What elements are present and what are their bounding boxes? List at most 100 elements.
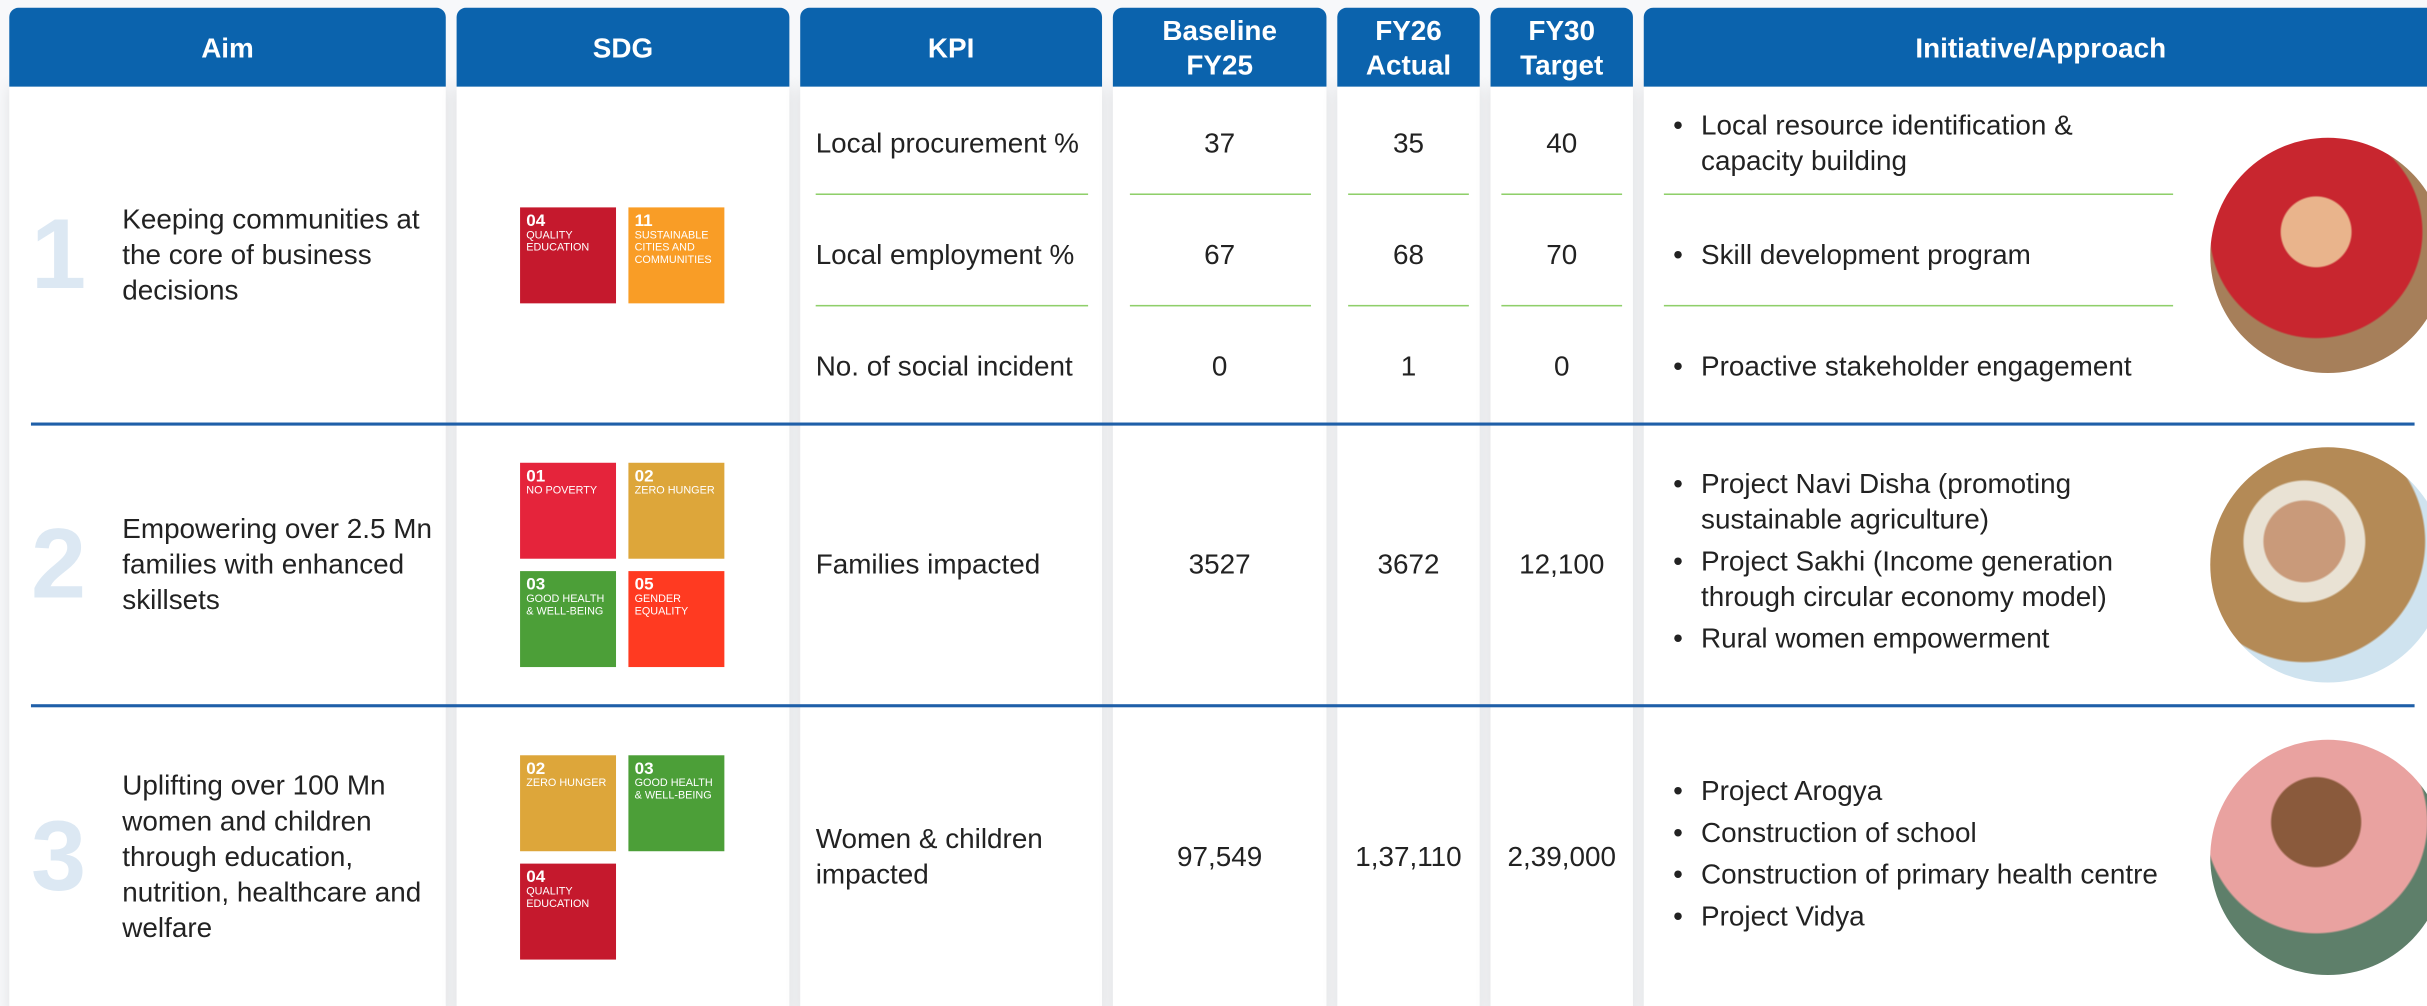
kpi-value: 3672 — [1377, 548, 1440, 580]
header-text: SDG — [592, 31, 654, 63]
sdg-tile: 04 QUALITY EDUCATION — [520, 862, 617, 959]
column-header: FY30 Target — [1490, 7, 1633, 87]
kpi-value: 97,549 — [1177, 840, 1263, 872]
list: Proactive stakeholder engagement — [1664, 349, 2159, 385]
column-header: Baseline FY25 — [1112, 7, 1327, 87]
initiative-list: Local resource identification & capacity… — [1664, 108, 2159, 179]
row-number: 3 — [30, 799, 87, 911]
initiative: Construction of school — [1664, 815, 2159, 851]
aim-text: Uplifting over 100 Mn women and children… — [122, 769, 422, 943]
kpi-value: 68 — [1392, 239, 1425, 271]
sdg-tile: 02 ZERO HUNGER — [520, 754, 617, 851]
kpi-divider — [1501, 304, 1623, 307]
kpi-divider — [1663, 304, 2174, 307]
sdg-label: QUALITY EDUCATION — [526, 886, 590, 910]
sdg-tile: 03 GOOD HEALTH & WELL-BEING — [520, 571, 617, 668]
sdg-code: 05 — [634, 575, 654, 595]
column-body — [456, 86, 790, 1006]
kpi-name: Families impacted — [815, 548, 1041, 580]
kpi-divider — [1129, 304, 1311, 307]
initiative: Skill development program — [1664, 238, 2159, 274]
sdg-code: 01 — [526, 467, 546, 486]
list: Skill development program — [1664, 238, 2159, 274]
kpi-divider — [1663, 193, 2174, 196]
column-header: FY26 Actual — [1337, 7, 1480, 87]
initiative-list: Skill development program — [1664, 238, 2159, 274]
kpi-divider — [1129, 193, 1311, 196]
kpi-value: 0 — [1553, 350, 1570, 382]
header-text: Initiative/Approach — [1915, 31, 2167, 63]
kpi-divider — [815, 304, 1089, 307]
initiative: Project Navi Disha (promoting sustainabl… — [1664, 467, 2159, 538]
sdg-label: ZERO HUNGER — [526, 777, 607, 789]
aim-text: Keeping communities at the core of busin… — [122, 203, 420, 306]
list: Project Navi Disha (promoting sustainabl… — [1664, 467, 2159, 657]
kpi-name: Women & children impacted — [815, 822, 1043, 890]
sdg-code: 11 — [634, 212, 653, 231]
sdg-tile: 01 NO POVERTY — [520, 462, 617, 559]
header-text: KPI — [927, 31, 975, 63]
column-header: Aim — [9, 7, 446, 87]
kpi-value: 37 — [1204, 127, 1236, 159]
row-number: 1 — [30, 198, 87, 310]
photo — [2210, 739, 2427, 975]
kpi-divider — [1348, 304, 1469, 307]
kpi-divider — [1348, 193, 1469, 196]
header-text: Baseline FY25 — [1162, 14, 1277, 80]
column-body — [1337, 86, 1480, 1006]
kpi-value: 2,39,000 — [1507, 840, 1616, 872]
initiative-list: Project Navi Disha (promoting sustainabl… — [1664, 467, 2159, 664]
column-body — [1112, 86, 1327, 1006]
kpi-value: 70 — [1546, 239, 1578, 271]
sdg-code: 03 — [526, 575, 546, 595]
sdg-tile: 03 GOOD HEALTH & WELL-BEING — [628, 754, 725, 851]
initiative-list: Proactive stakeholder engagement — [1664, 349, 2159, 385]
sdg-label: GOOD HEALTH & WELL-BEING — [634, 777, 713, 801]
initiative: Construction of primary health centre — [1664, 857, 2159, 893]
column-body — [1490, 86, 1633, 1006]
photo — [2210, 447, 2427, 683]
sdg-label: GOOD HEALTH & WELL-BEING — [526, 594, 605, 618]
initiative: Rural women empowerment — [1664, 621, 2159, 657]
list: Project Arogya Construction of school Cons… — [1664, 773, 2159, 934]
kpi-value: 3527 — [1188, 548, 1251, 580]
sdg-code: 02 — [526, 759, 546, 778]
kpi-divider — [1501, 193, 1623, 196]
sdg-code: 03 — [634, 759, 654, 778]
column-body — [800, 86, 1103, 1006]
kpi-value: 0 — [1211, 350, 1228, 382]
initiative: Proactive stakeholder engagement — [1664, 349, 2159, 385]
aim-text: Empowering over 2.5 Mn families with enh… — [122, 513, 432, 616]
initiative: Project Vidya — [1664, 898, 2159, 934]
kpi-value: 1 — [1400, 350, 1417, 382]
sdg-label: SUSTAINABLE CITIES AND COMMUNITIES — [634, 230, 712, 267]
column-header: Initiative/Approach — [1643, 7, 2427, 87]
kpi-name: Local procurement % — [815, 127, 1079, 159]
column-header: KPI — [800, 7, 1103, 87]
sdg-code: 02 — [634, 467, 654, 486]
column-header: SDG — [456, 7, 790, 87]
initiative: Local resource identification & capacity… — [1664, 108, 2159, 179]
kpi-name: Local employment % — [815, 239, 1075, 271]
initiative: Project Sakhi (Income generation through… — [1664, 544, 2159, 615]
initiative-list: Project Arogya Construction of school Cons… — [1664, 773, 2159, 940]
sdg-tile: 05 GENDER EQUALITY — [628, 571, 725, 668]
kpi-divider — [815, 193, 1089, 196]
photo — [2210, 137, 2427, 373]
sdg-code: 04 — [526, 867, 546, 887]
sdg-label: ZERO HUNGER — [634, 485, 715, 497]
row-separator — [30, 704, 2415, 707]
header-text: FY26 Actual — [1365, 14, 1452, 80]
header-text: Aim — [201, 31, 254, 63]
row-separator — [30, 422, 2415, 425]
kpi-value: 40 — [1546, 127, 1578, 159]
sdg-tile: 04 QUALITY EDUCATION — [520, 207, 617, 304]
sdg-tile: 02 ZERO HUNGER — [628, 462, 725, 559]
kpi-value: 12,100 — [1519, 548, 1605, 580]
kpi-name: No. of social incident — [815, 350, 1073, 382]
row-number: 2 — [30, 507, 87, 620]
sdg-code: 04 — [526, 212, 546, 231]
kpi-value: 1,37,110 — [1355, 840, 1462, 872]
sdg-tile: 11 SUSTAINABLE CITIES AND COMMUNITIES — [628, 207, 725, 304]
